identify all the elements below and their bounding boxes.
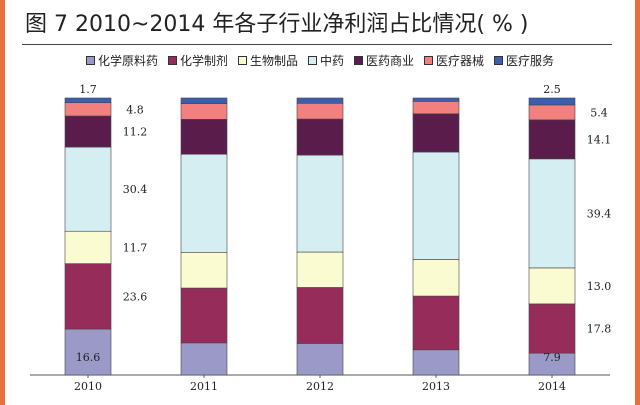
data-label: 17.8 (587, 323, 612, 336)
x-tick-label: 2010 (74, 380, 102, 393)
data-label: 1.7 (79, 83, 97, 96)
bar-segment (528, 303, 576, 354)
bar-segment (412, 113, 460, 153)
legend-swatch (424, 56, 434, 65)
data-label: 16.6 (76, 351, 101, 364)
x-tick-label: 2014 (538, 380, 566, 393)
data-label: 39.4 (587, 207, 612, 220)
legend-swatch (354, 56, 363, 65)
data-label: 11.2 (123, 126, 148, 139)
bar-segment (64, 328, 112, 376)
x-tick-label: 2012 (306, 380, 334, 393)
bar-segment (180, 97, 228, 104)
bar-segment (180, 287, 228, 344)
bar-segment (296, 343, 344, 376)
bar-segment (528, 267, 576, 305)
data-label: 30.4 (123, 183, 148, 196)
legend-swatch (307, 56, 317, 65)
legend-item: 医疗器械 (424, 52, 484, 69)
bar-segment (412, 101, 460, 115)
data-label: 4.8 (126, 103, 144, 116)
legend-swatch (494, 56, 504, 65)
bar-segment (64, 102, 112, 117)
bar-segment (528, 97, 576, 106)
legend-label: 医药商业 (366, 54, 415, 68)
bar-segment (180, 153, 228, 253)
legend-item: 中药 (307, 52, 344, 69)
data-label: 14.1 (587, 133, 612, 146)
bar-segment (528, 119, 576, 160)
data-label: 13.0 (587, 280, 612, 293)
chart-legend: 化学原料药 化学制剂 生物制品 中药 医药商业 医疗器械 医疗服务 (0, 52, 640, 69)
legend-swatch (85, 56, 95, 65)
chart-title: 图 7 2010~2014 年各子行业净利润占比情况( % ) (25, 12, 529, 37)
legend-item: 医药商业 (354, 52, 414, 69)
data-label: 2.5 (543, 83, 561, 96)
bar-segment (296, 154, 344, 253)
bar-segment (180, 103, 228, 120)
legend-label: 化学制剂 (179, 54, 228, 68)
x-tick-label: 2013 (422, 380, 450, 393)
bar-segment (64, 115, 112, 148)
bar-segment (296, 102, 344, 120)
bar-segment (412, 151, 460, 260)
bar-segment (528, 104, 576, 121)
legend-item: 化学原料药 (85, 52, 158, 69)
legend-item: 医疗服务 (494, 52, 554, 69)
bar-segment (180, 251, 228, 289)
bar-segment (64, 97, 112, 104)
legend-label: 医疗服务 (506, 54, 555, 68)
legend-label: 医疗器械 (436, 54, 485, 68)
bar-segment (528, 158, 576, 269)
bar-segment (180, 342, 228, 376)
legend-item: 生物制品 (237, 52, 298, 69)
bar-segment (64, 146, 112, 232)
legend-label: 中药 (319, 54, 344, 68)
bar-segment (296, 287, 344, 344)
bar-segment (296, 118, 344, 156)
bar-segment (412, 349, 460, 376)
bar-segment (64, 230, 112, 264)
bar-segment (64, 263, 112, 330)
legend-label: 化学原料药 (97, 54, 158, 68)
bar-segment (412, 295, 460, 351)
data-label: 23.6 (123, 290, 148, 303)
x-tick-label: 2011 (190, 380, 218, 393)
legend-label: 生物制品 (249, 54, 298, 68)
bar-segment (180, 119, 228, 155)
bar-segment (296, 97, 344, 104)
legend-swatch (167, 56, 177, 65)
title-divider (22, 44, 612, 45)
legend-swatch (237, 56, 247, 65)
legend-item: 化学制剂 (167, 52, 228, 69)
bar-segment (296, 251, 344, 288)
data-label: 11.7 (123, 241, 148, 254)
bar-segment (412, 97, 460, 102)
data-label: 7.9 (543, 351, 561, 364)
data-label: 5.4 (590, 106, 608, 119)
right-accent-bar (635, 0, 640, 405)
bar-segment (412, 259, 460, 297)
left-accent-bar (0, 0, 5, 405)
